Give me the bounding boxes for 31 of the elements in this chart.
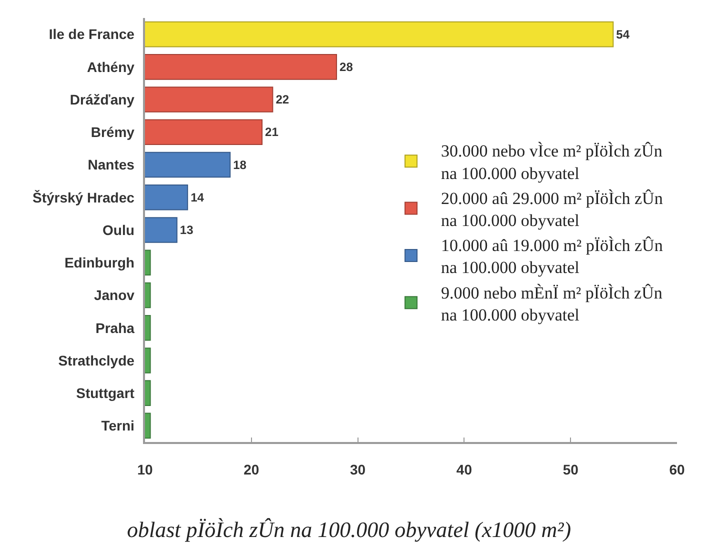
y-tick-label: Oulu bbox=[102, 222, 134, 238]
x-tick-label: 20 bbox=[244, 462, 260, 478]
data-label: 28 bbox=[340, 60, 354, 74]
x-tick-label: 40 bbox=[456, 462, 472, 478]
y-tick-label: Drážďany bbox=[70, 91, 135, 108]
data-label: 13 bbox=[180, 223, 194, 237]
data-label: 21 bbox=[265, 125, 279, 140]
x-tick-label: 10 bbox=[137, 462, 153, 478]
y-tick-label: Nantes bbox=[88, 156, 135, 173]
x-axis-title: oblast pÏöÌch zÛn na 100.000 obyvatel (x1000 m²) bbox=[127, 517, 572, 542]
y-tick-label: Ile de France bbox=[48, 26, 135, 42]
y-tick-label: Brémy bbox=[90, 124, 135, 140]
legend-label: 30.000 nebo vÌce m² pÏöÌch zÛn na 100.000 obyvatel bbox=[441, 142, 663, 183]
y-tick-label: Edinburgh bbox=[64, 254, 134, 271]
legend-label: 10.000 aû 19.000 m² pÏöÌch zÛn na 100.000 obyvatel bbox=[441, 236, 664, 278]
data-label: 54 bbox=[616, 27, 630, 42]
y-tick-label: Janov bbox=[94, 287, 135, 304]
x-tick-label: 60 bbox=[669, 462, 685, 478]
x-tick-label: 50 bbox=[562, 462, 579, 478]
y-tick-label: Strathclyde bbox=[58, 352, 135, 368]
y-tick-label: Terni bbox=[101, 418, 134, 434]
y-tick-label: Athény bbox=[86, 58, 135, 75]
data-label: 14 bbox=[190, 190, 204, 204]
legend-label: 20.000 aû 29.000 m² pÏöÌch zÛn na 100.000 obyvatel bbox=[441, 188, 664, 230]
y-tick-label: Štýrský Hradec bbox=[32, 189, 135, 206]
data-label: 22 bbox=[276, 92, 290, 107]
x-tick-label: 30 bbox=[350, 462, 366, 478]
y-tick-label: Stuttgart bbox=[76, 384, 135, 401]
data-label: 18 bbox=[233, 158, 247, 172]
y-tick-label: Praha bbox=[96, 320, 135, 336]
legend-label: 9.000 nebo mÈnÏ m² pÏöÌch zÛn na 100.000 obyvatel bbox=[441, 283, 663, 324]
